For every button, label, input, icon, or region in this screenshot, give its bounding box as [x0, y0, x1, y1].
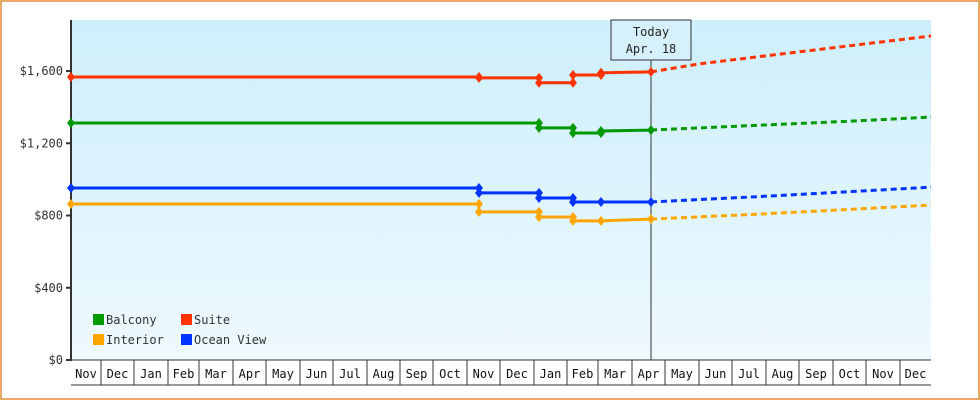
x-tick-label: Nov: [473, 367, 495, 381]
x-tick-label: Feb: [572, 367, 594, 381]
x-tick-label: Mar: [604, 367, 626, 381]
today-date: Apr. 18: [626, 42, 677, 56]
data-point-marker[interactable]: [535, 187, 543, 198]
x-tick-label: Apr: [239, 367, 261, 381]
data-point-marker[interactable]: [67, 183, 75, 194]
data-point-marker[interactable]: [647, 196, 655, 207]
data-point-marker[interactable]: [535, 192, 543, 203]
x-tick-label: Aug: [373, 367, 395, 381]
legend-swatch: [93, 334, 104, 345]
series-suite: [67, 34, 932, 88]
legend-label[interactable]: Balcony: [106, 313, 157, 327]
today-marker: Today Apr. 18: [610, 19, 692, 360]
x-tick-label: Jan: [140, 367, 162, 381]
x-tick-label: Jun: [306, 367, 328, 381]
x-tick-label: Jan: [540, 367, 562, 381]
y-tick-label: $1,600: [20, 64, 63, 78]
x-tick-label: Oct: [839, 367, 861, 381]
data-point-marker[interactable]: [535, 122, 543, 133]
forecast-line: [650, 185, 932, 204]
legend-label[interactable]: Suite: [194, 313, 230, 327]
x-tick-label: Sep: [406, 367, 428, 381]
x-tick-label: Sep: [805, 367, 827, 381]
x-tick-label: Dec: [905, 367, 927, 381]
x-tick-label: May: [272, 367, 294, 381]
data-point-marker[interactable]: [535, 211, 543, 222]
data-point-marker[interactable]: [569, 127, 577, 138]
x-axis: Nov Dec Jan Feb Mar Apr May Jun Jul Aug Sep Oct Nov D…: [71, 359, 931, 386]
y-tick-label: $1,200: [20, 136, 63, 150]
y-tick-label: $0: [49, 353, 63, 367]
today-label: Today: [633, 25, 669, 39]
data-point-marker[interactable]: [475, 206, 483, 217]
forecast-line: [650, 115, 932, 132]
today-label-box: [610, 19, 692, 61]
data-point-marker[interactable]: [597, 67, 605, 78]
x-tick-label: Jul: [738, 367, 760, 381]
data-point-marker[interactable]: [475, 72, 483, 83]
data-point-marker[interactable]: [569, 196, 577, 207]
data-point-marker[interactable]: [569, 122, 577, 133]
series-layer: [67, 34, 932, 226]
data-point-marker[interactable]: [647, 125, 655, 136]
plot-area: [71, 20, 931, 360]
data-point-marker[interactable]: [647, 66, 655, 77]
x-tick-label: Nov: [75, 367, 97, 381]
legend-swatch: [93, 314, 104, 325]
x-tick-label: Dec: [107, 367, 129, 381]
legend-swatch: [181, 334, 192, 345]
data-point-marker[interactable]: [569, 77, 577, 88]
data-point-marker[interactable]: [569, 69, 577, 80]
data-point-marker[interactable]: [535, 206, 543, 217]
series-ocean-view: [67, 183, 932, 207]
x-tick-label: Jul: [339, 367, 361, 381]
x-tick-label: Mar: [205, 367, 227, 381]
data-point-marker[interactable]: [67, 118, 75, 129]
y-tick-label: $400: [34, 281, 63, 295]
data-point-marker[interactable]: [475, 198, 483, 209]
data-point-marker[interactable]: [647, 214, 655, 225]
x-tick-label: Nov: [872, 367, 894, 381]
data-point-marker[interactable]: [67, 198, 75, 209]
x-tick-label: Oct: [439, 367, 461, 381]
data-point-marker[interactable]: [67, 71, 75, 82]
forecast-line: [650, 34, 932, 74]
y-axis: $0 $400 $800 $1,200 $1,600: [20, 20, 72, 367]
x-tick-label: Aug: [772, 367, 794, 381]
legend: Balcony Suite Interior Ocean View: [93, 313, 267, 347]
x-tick-label: Dec: [506, 367, 528, 381]
data-point-marker[interactable]: [475, 187, 483, 198]
data-point-marker[interactable]: [597, 125, 605, 136]
y-tick-label: $800: [34, 209, 63, 223]
series-balcony: [67, 115, 932, 138]
data-point-marker[interactable]: [569, 215, 577, 226]
x-tick-label: May: [671, 367, 693, 381]
legend-label[interactable]: Interior: [106, 333, 164, 347]
data-point-marker[interactable]: [597, 215, 605, 226]
data-point-marker[interactable]: [535, 77, 543, 88]
x-tick-label: Feb: [173, 367, 195, 381]
legend-swatch: [181, 314, 192, 325]
forecast-line: [650, 203, 932, 221]
series-interior: [67, 198, 932, 226]
x-tick-label: Jun: [705, 367, 727, 381]
data-point-marker[interactable]: [597, 196, 605, 207]
x-tick-label: Apr: [638, 367, 660, 381]
legend-label[interactable]: Ocean View: [194, 333, 267, 347]
